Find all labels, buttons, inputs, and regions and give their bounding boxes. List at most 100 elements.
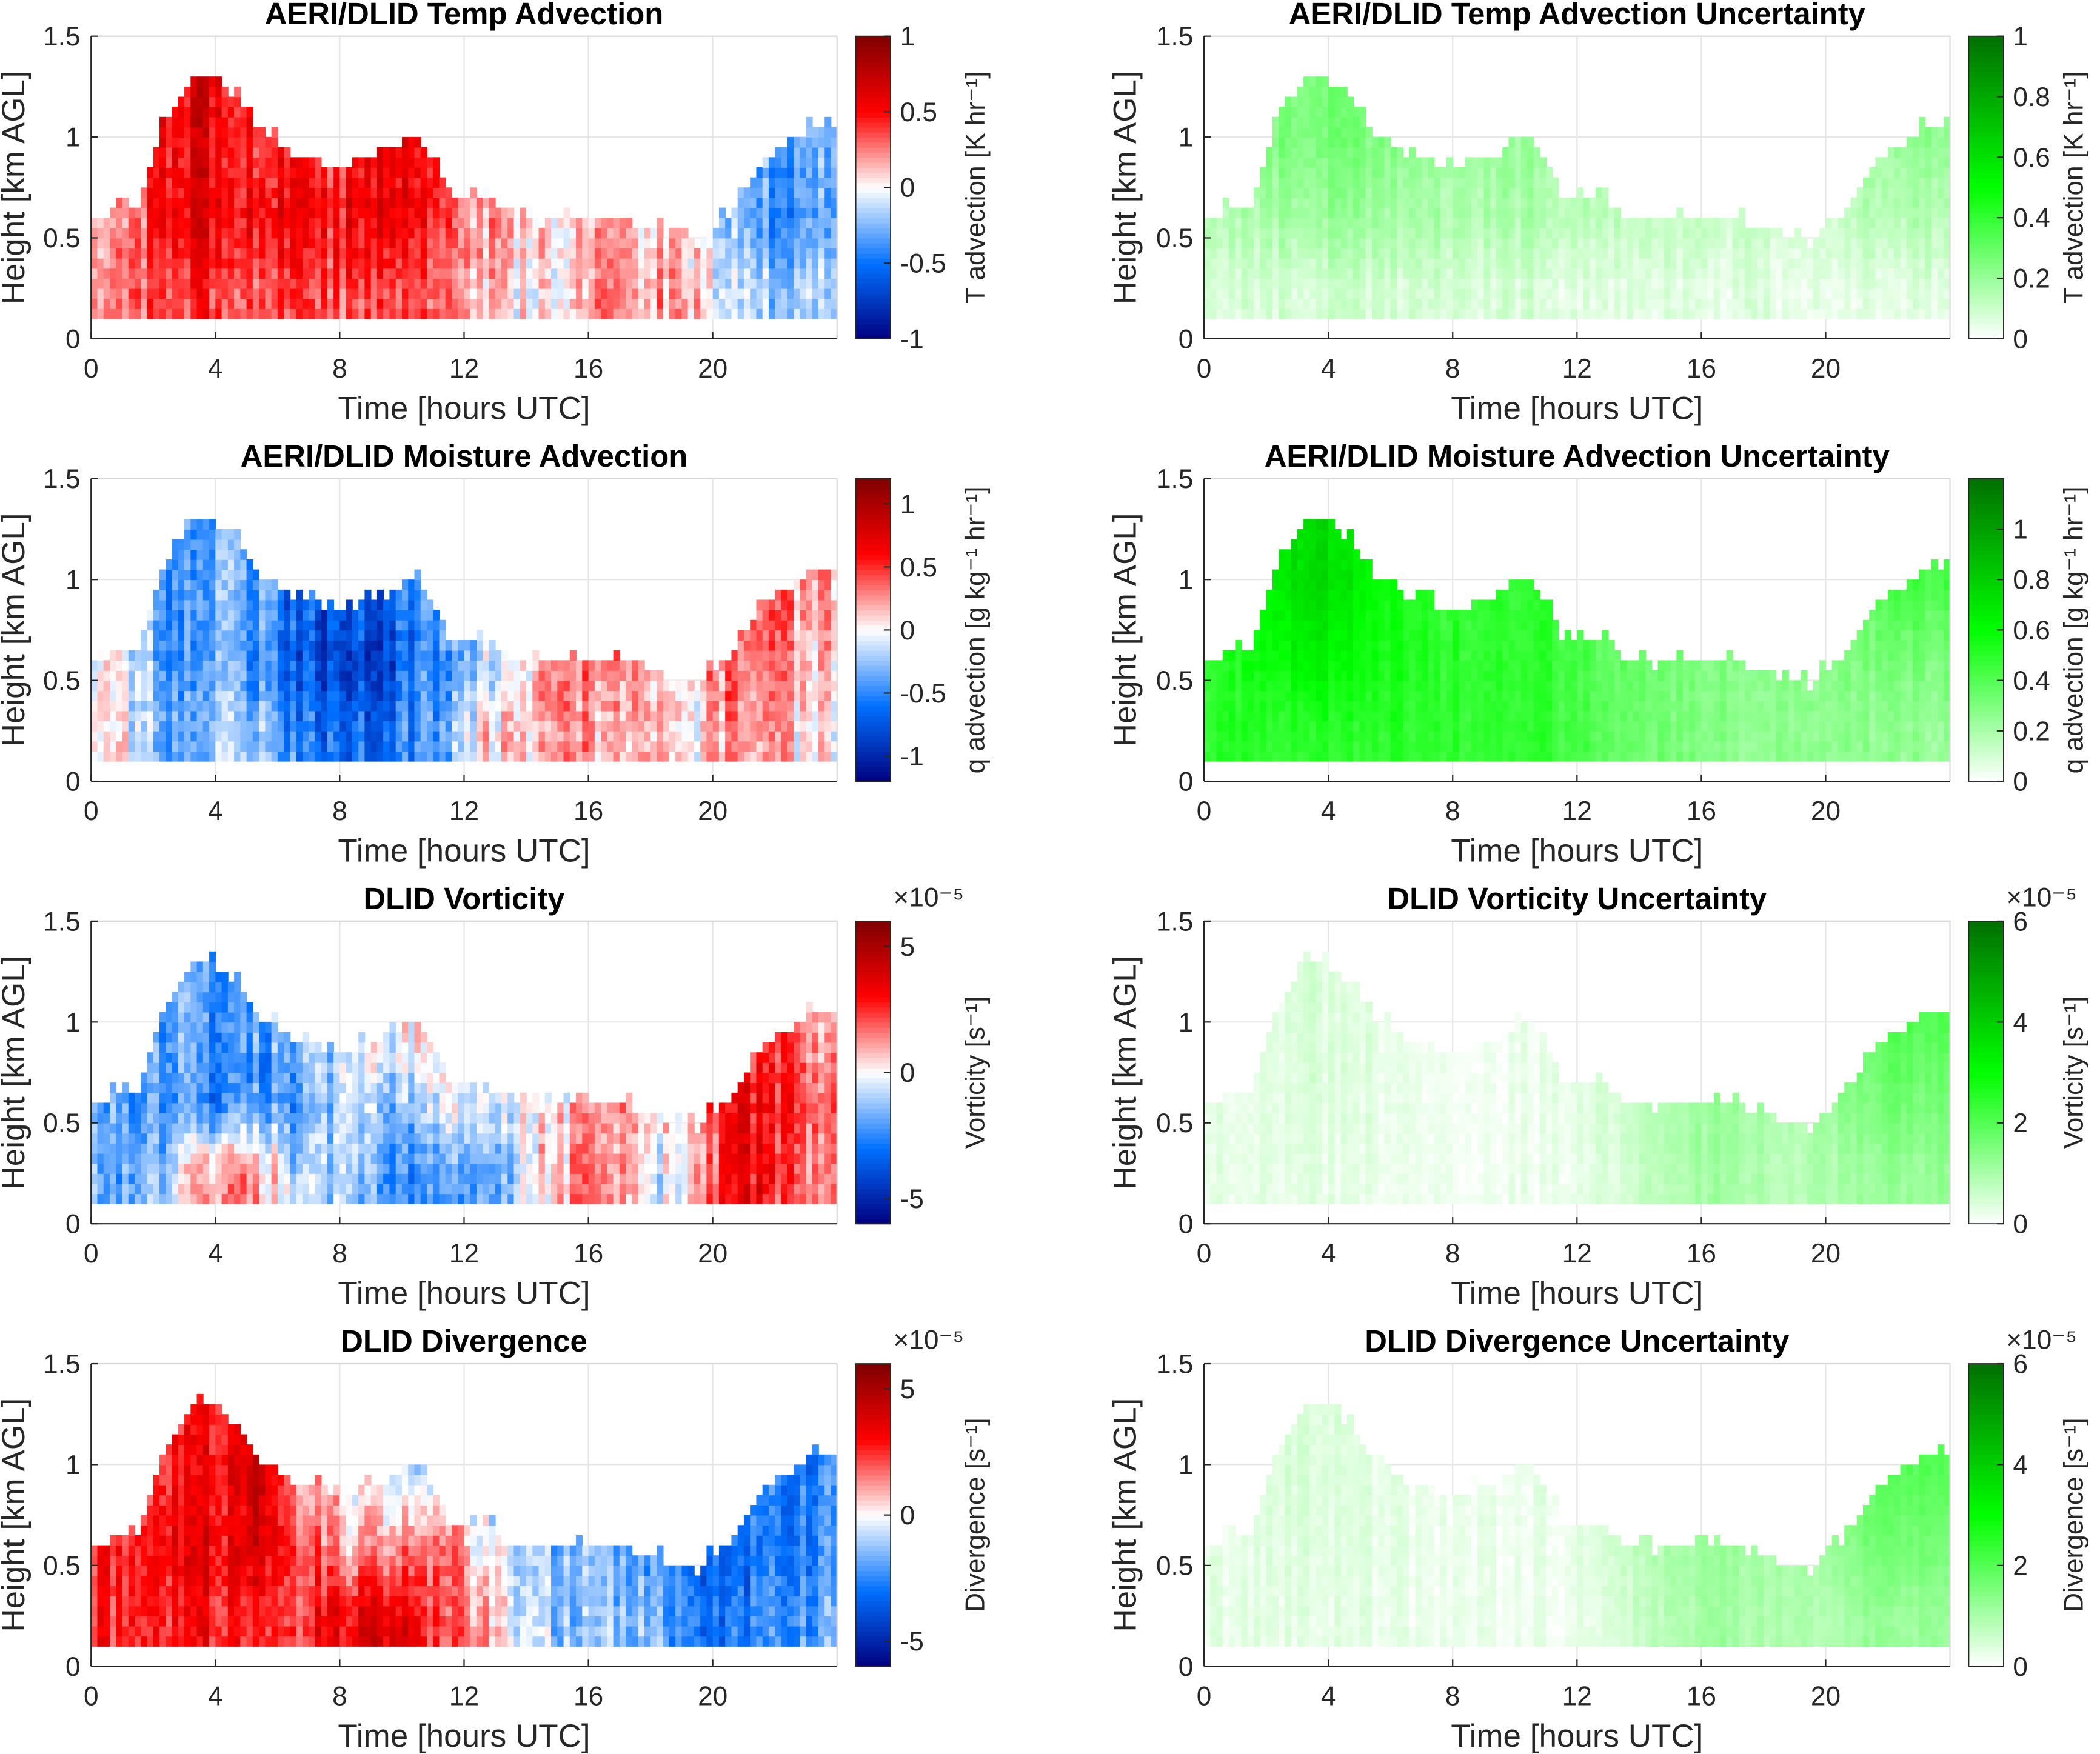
heatmap-cell (812, 248, 819, 259)
heatmap-cell (296, 197, 303, 208)
heatmap-cell (613, 650, 620, 661)
heatmap-cell (632, 238, 639, 249)
heatmap-cell (756, 288, 763, 299)
colorbar-tick-label: 0 (900, 173, 915, 203)
heatmap-cell (265, 721, 272, 732)
heatmap-cell (159, 690, 167, 701)
heatmap-cell (800, 258, 807, 269)
heatmap-cell (1894, 197, 1901, 208)
heatmap-cell (147, 619, 154, 631)
heatmap-cell (376, 268, 384, 279)
heatmap-cell (246, 167, 253, 178)
heatmap-cell (818, 298, 826, 309)
heatmap-cell (544, 730, 552, 742)
heatmap-cell (1782, 268, 1789, 279)
heatmap-cell (1303, 248, 1311, 259)
heatmap-cell (1633, 248, 1640, 259)
heatmap-cell (1322, 157, 1329, 168)
heatmap-cell (309, 721, 316, 732)
heatmap-cell (383, 610, 390, 621)
heatmap-cell (1285, 107, 1292, 118)
heatmap-cell (1944, 137, 1951, 148)
heatmap-cell (433, 619, 440, 631)
heatmap-cell (563, 730, 570, 742)
heatmap-cell (1340, 127, 1348, 138)
heatmap-cell (1925, 167, 1932, 178)
heatmap-cell (97, 680, 104, 692)
heatmap-cell (309, 167, 316, 178)
heatmap-cell (333, 680, 341, 692)
heatmap-cell (725, 238, 732, 249)
heatmap-cell (215, 640, 222, 651)
heatmap-cell (1465, 248, 1472, 259)
heatmap-cell (252, 218, 259, 228)
heatmap-cell (1508, 167, 1516, 178)
heatmap-cell (1938, 227, 1945, 239)
heatmap-cell (775, 298, 782, 309)
heatmap-cell (153, 630, 160, 641)
heatmap-cell (395, 258, 403, 269)
heatmap-cell (1713, 227, 1721, 239)
heatmap-cell (401, 268, 409, 279)
heatmap-cell (97, 218, 104, 228)
heatmap-cell (128, 721, 135, 732)
heatmap-cell (1738, 258, 1746, 269)
heatmap-cell (1428, 268, 1435, 279)
heatmap-cell (544, 741, 552, 752)
heatmap-cell (1720, 288, 1727, 299)
heatmap-cell (352, 248, 359, 259)
heatmap-cell (507, 268, 515, 279)
heatmap-cell (1384, 167, 1391, 178)
heatmap-cell (582, 227, 589, 239)
heatmap-cell (1844, 218, 1851, 228)
heatmap-cell (495, 218, 502, 228)
colorbar-segment (855, 116, 891, 123)
heatmap-cell (284, 630, 291, 641)
heatmap-cell (277, 288, 285, 299)
heatmap-cell (215, 308, 222, 319)
heatmap-cell (1254, 288, 1261, 299)
heatmap-cell (1297, 227, 1305, 239)
heatmap-cell (1371, 177, 1379, 188)
heatmap-cell (302, 690, 310, 701)
heatmap-cell (141, 248, 148, 259)
heatmap-cell (806, 207, 813, 219)
heatmap-cell (277, 660, 285, 671)
heatmap-cell (768, 167, 776, 178)
heatmap-cell (657, 288, 664, 299)
heatmap-cell (383, 700, 390, 712)
heatmap-cell (215, 549, 222, 560)
heatmap-cell (557, 700, 564, 712)
colorbar-tick-label: 1 (2013, 22, 2028, 52)
heatmap-cell (234, 741, 241, 752)
heatmap-cell (346, 660, 353, 671)
heatmap-cell (240, 177, 247, 188)
heatmap-cell (290, 599, 297, 611)
heatmap-cell (116, 298, 123, 309)
heatmap-cell (221, 116, 229, 128)
heatmap-cell (445, 751, 452, 762)
heatmap-cell (116, 278, 123, 289)
heatmap-cell (831, 218, 838, 228)
heatmap-cell (793, 278, 801, 289)
heatmap-cell (1738, 248, 1746, 259)
heatmap-cell (1266, 288, 1273, 299)
heatmap-cell (569, 650, 577, 661)
heatmap-cell (215, 650, 222, 661)
heatmap-cell (1701, 288, 1708, 299)
heatmap-cell (209, 630, 216, 641)
heatmap-cell (626, 298, 633, 309)
heatmap-cell (1776, 298, 1783, 309)
heatmap-cell (333, 730, 341, 742)
heatmap-cell (103, 268, 110, 279)
heatmap-cell (252, 197, 259, 208)
heatmap-cell (806, 167, 813, 178)
heatmap-cell (1900, 268, 1907, 279)
heatmap-cell (1229, 238, 1236, 249)
heatmap-cell (563, 690, 570, 701)
heatmap-cell (1346, 218, 1354, 228)
heatmap-cell (141, 238, 148, 249)
heatmap-cell (632, 248, 639, 259)
heatmap-cell (1521, 218, 1528, 228)
heatmap-cell (109, 650, 117, 661)
